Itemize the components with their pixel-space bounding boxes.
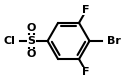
Text: O: O <box>27 23 36 33</box>
Text: S: S <box>27 36 35 46</box>
Text: Br: Br <box>107 36 121 46</box>
Text: F: F <box>82 67 90 77</box>
Text: Cl: Cl <box>3 36 15 46</box>
Text: O: O <box>27 49 36 59</box>
Text: F: F <box>82 5 90 15</box>
